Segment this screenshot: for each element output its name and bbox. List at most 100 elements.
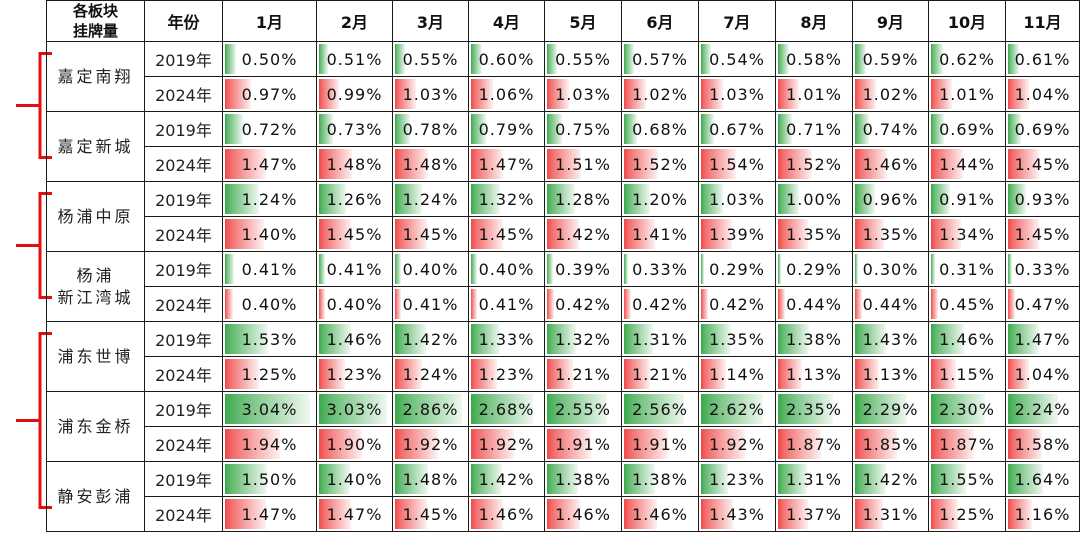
month-header[interactable]: 5月 — [544, 0, 622, 42]
value-cell[interactable]: 1.35% — [698, 321, 776, 357]
value-cell[interactable]: 1.00% — [775, 181, 853, 217]
value-cell[interactable]: 1.24% — [392, 356, 469, 392]
value-cell[interactable]: 1.42% — [544, 216, 622, 252]
value-cell[interactable]: 0.96% — [852, 181, 929, 217]
value-cell[interactable]: 0.33% — [621, 251, 699, 287]
value-cell[interactable]: 1.47% — [1005, 321, 1080, 357]
value-cell[interactable]: 1.41% — [621, 216, 699, 252]
value-cell[interactable]: 0.72% — [222, 111, 317, 147]
value-cell[interactable]: 1.52% — [621, 146, 699, 182]
value-cell[interactable]: 1.47% — [222, 146, 317, 182]
value-cell[interactable]: 1.55% — [928, 461, 1006, 497]
value-cell[interactable]: 2.29% — [852, 391, 929, 427]
value-cell[interactable]: 1.35% — [852, 216, 929, 252]
value-cell[interactable]: 1.85% — [852, 426, 929, 462]
value-cell[interactable]: 1.32% — [468, 181, 545, 217]
value-cell[interactable]: 1.48% — [392, 146, 469, 182]
value-cell[interactable]: 1.31% — [852, 496, 929, 532]
value-cell[interactable]: 1.21% — [621, 356, 699, 392]
value-cell[interactable]: 0.41% — [392, 286, 469, 322]
year-cell[interactable]: 2019年 — [144, 181, 223, 217]
value-cell[interactable]: 1.39% — [698, 216, 776, 252]
value-cell[interactable]: 0.75% — [544, 111, 622, 147]
value-cell[interactable]: 2.35% — [775, 391, 853, 427]
value-cell[interactable]: 1.38% — [544, 461, 622, 497]
value-cell[interactable]: 0.41% — [316, 251, 393, 287]
year-cell[interactable]: 2019年 — [144, 391, 223, 427]
region-cell[interactable]: 浦东世博 — [46, 321, 145, 392]
value-cell[interactable]: 1.31% — [775, 461, 853, 497]
value-cell[interactable]: 1.34% — [928, 216, 1006, 252]
value-cell[interactable]: 1.45% — [468, 216, 545, 252]
value-cell[interactable]: 3.03% — [316, 391, 393, 427]
value-cell[interactable]: 1.42% — [468, 461, 545, 497]
year-cell[interactable]: 2024年 — [144, 286, 223, 322]
year-cell[interactable]: 2024年 — [144, 76, 223, 112]
value-cell[interactable]: 1.42% — [852, 461, 929, 497]
year-cell[interactable]: 2019年 — [144, 251, 223, 287]
year-cell[interactable]: 2019年 — [144, 461, 223, 497]
value-cell[interactable]: 1.94% — [222, 426, 317, 462]
value-cell[interactable]: 1.46% — [544, 496, 622, 532]
region-cell[interactable]: 杨浦 新江湾城 — [46, 251, 145, 322]
month-header[interactable]: 2月 — [316, 0, 393, 42]
month-header[interactable]: 4月 — [468, 0, 545, 42]
value-cell[interactable]: 1.01% — [928, 76, 1006, 112]
value-cell[interactable]: 1.46% — [852, 146, 929, 182]
value-cell[interactable]: 1.32% — [544, 321, 622, 357]
value-cell[interactable]: 1.46% — [621, 496, 699, 532]
value-cell[interactable]: 0.41% — [222, 251, 317, 287]
value-cell[interactable]: 0.91% — [928, 181, 1006, 217]
value-cell[interactable]: 0.31% — [928, 251, 1006, 287]
value-cell[interactable]: 0.42% — [621, 286, 699, 322]
value-cell[interactable]: 0.44% — [852, 286, 929, 322]
value-cell[interactable]: 1.40% — [316, 461, 393, 497]
value-cell[interactable]: 2.30% — [928, 391, 1006, 427]
value-cell[interactable]: 1.42% — [392, 321, 469, 357]
value-cell[interactable]: 1.31% — [621, 321, 699, 357]
value-cell[interactable]: 0.40% — [392, 251, 469, 287]
month-header[interactable]: 3月 — [392, 0, 469, 42]
value-cell[interactable]: 2.24% — [1005, 391, 1080, 427]
value-cell[interactable]: 0.55% — [544, 41, 622, 77]
value-cell[interactable]: 2.56% — [621, 391, 699, 427]
value-cell[interactable]: 1.13% — [852, 356, 929, 392]
value-cell[interactable]: 1.03% — [392, 76, 469, 112]
value-cell[interactable]: 0.79% — [468, 111, 545, 147]
value-cell[interactable]: 1.58% — [1005, 426, 1080, 462]
value-cell[interactable]: 0.44% — [775, 286, 853, 322]
value-cell[interactable]: 0.69% — [1005, 111, 1080, 147]
value-cell[interactable]: 1.40% — [222, 216, 317, 252]
value-cell[interactable]: 1.46% — [928, 321, 1006, 357]
value-cell[interactable]: 1.38% — [621, 461, 699, 497]
value-cell[interactable]: 0.78% — [392, 111, 469, 147]
value-cell[interactable]: 0.73% — [316, 111, 393, 147]
value-cell[interactable]: 0.97% — [222, 76, 317, 112]
value-cell[interactable]: 0.69% — [928, 111, 1006, 147]
month-header[interactable]: 1月 — [222, 0, 317, 42]
value-cell[interactable]: 0.41% — [468, 286, 545, 322]
value-cell[interactable]: 0.42% — [544, 286, 622, 322]
value-cell[interactable]: 0.42% — [698, 286, 776, 322]
value-cell[interactable]: 1.14% — [698, 356, 776, 392]
value-cell[interactable]: 1.47% — [468, 146, 545, 182]
region-cell[interactable]: 嘉定南翔 — [46, 41, 145, 112]
year-cell[interactable]: 2019年 — [144, 111, 223, 147]
value-cell[interactable]: 1.46% — [468, 496, 545, 532]
value-cell[interactable]: 1.15% — [928, 356, 1006, 392]
value-cell[interactable]: 0.99% — [316, 76, 393, 112]
value-cell[interactable]: 1.16% — [1005, 496, 1080, 532]
year-cell[interactable]: 2019年 — [144, 321, 223, 357]
year-cell[interactable]: 2019年 — [144, 41, 223, 77]
region-cell[interactable]: 静安彭浦 — [46, 461, 145, 532]
value-cell[interactable]: 1.02% — [621, 76, 699, 112]
value-cell[interactable]: 3.04% — [222, 391, 317, 427]
value-cell[interactable]: 0.74% — [852, 111, 929, 147]
month-header[interactable]: 9月 — [852, 0, 929, 42]
value-cell[interactable]: 1.43% — [698, 496, 776, 532]
value-cell[interactable]: 1.54% — [698, 146, 776, 182]
value-cell[interactable]: 1.45% — [1005, 146, 1080, 182]
value-cell[interactable]: 1.91% — [544, 426, 622, 462]
value-cell[interactable]: 1.44% — [928, 146, 1006, 182]
value-cell[interactable]: 0.54% — [698, 41, 776, 77]
